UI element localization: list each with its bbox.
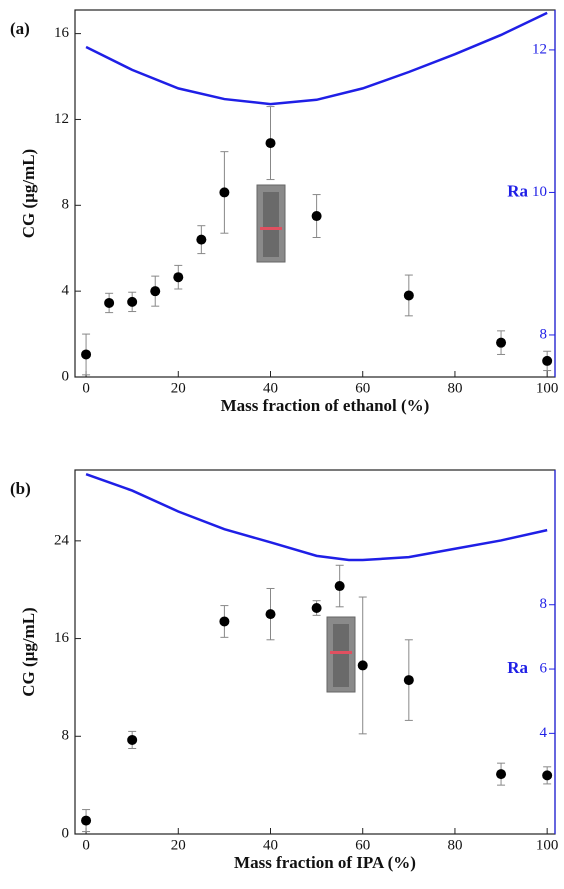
x-tick-label: 40	[263, 380, 278, 396]
data-point	[81, 815, 92, 826]
laser-beam	[260, 227, 282, 230]
data-point	[219, 187, 230, 198]
x-axis-label: Mass fraction of ethanol (%)	[221, 396, 430, 415]
y2-tick-label: 4	[540, 725, 548, 741]
data-point	[403, 675, 414, 686]
y-tick-label: 0	[62, 825, 70, 841]
data-point	[542, 770, 553, 781]
ra-curve	[85, 473, 548, 562]
panel-label: (a)	[10, 19, 30, 38]
y2-tick-label: 6	[540, 660, 548, 676]
y2-tick-label: 8	[540, 596, 548, 612]
x-tick-label: 60	[355, 837, 370, 853]
x-tick-label: 20	[171, 837, 186, 853]
data-point	[127, 296, 138, 307]
data-point	[150, 286, 161, 297]
y-tick-label: 4	[62, 283, 70, 299]
panel-label: (b)	[10, 479, 31, 498]
y-tick-label: 12	[54, 111, 69, 127]
data-point	[357, 660, 368, 671]
y-tick-label: 16	[54, 25, 70, 41]
x-axis-label: Mass fraction of IPA (%)	[234, 853, 416, 872]
data-point	[496, 337, 507, 348]
y-axis-label: CG (μg/mL)	[19, 149, 38, 238]
y2-tick-label: 8	[540, 326, 548, 342]
y-tick-label: 8	[62, 197, 70, 213]
x-tick-label: 0	[82, 380, 90, 396]
data-point	[265, 138, 276, 149]
inset-b	[326, 616, 356, 693]
data-point	[311, 603, 322, 614]
y-tick-label: 16	[54, 630, 70, 646]
y-tick-label: 0	[62, 368, 70, 384]
y2-tick-label: 12	[532, 41, 547, 57]
data-point	[219, 616, 230, 627]
y-tick-label: 24	[54, 532, 70, 548]
data-point	[265, 609, 276, 620]
laser-beam	[330, 651, 352, 654]
x-tick-label: 40	[263, 837, 278, 853]
data-point	[173, 272, 184, 283]
data-point	[496, 769, 507, 780]
data-point	[334, 581, 345, 592]
x-tick-label: 60	[355, 380, 370, 396]
data-point	[127, 734, 138, 745]
data-point	[196, 234, 207, 245]
data-point	[403, 290, 414, 301]
data-point	[311, 211, 322, 222]
ra-curve	[85, 11, 548, 106]
inset-a	[256, 184, 286, 263]
data-point	[81, 349, 92, 360]
y-tick-label: 8	[62, 728, 70, 744]
y2-axis-label: Ra	[507, 658, 528, 677]
x-tick-label: 80	[447, 837, 462, 853]
x-tick-label: 20	[171, 380, 186, 396]
x-tick-label: 100	[536, 380, 559, 396]
cuvette-inner	[263, 192, 279, 257]
data-point	[104, 297, 115, 308]
x-tick-label: 80	[447, 380, 462, 396]
x-tick-label: 100	[536, 837, 559, 853]
y2-axis-label: Ra	[507, 181, 528, 200]
cuvette-inner	[333, 624, 349, 687]
x-tick-label: 0	[82, 837, 90, 853]
y-axis-label: CG (μg/mL)	[19, 607, 38, 696]
data-point	[542, 355, 553, 366]
y2-tick-label: 10	[532, 184, 547, 200]
plot-frame	[74, 469, 556, 835]
plot-frame	[74, 9, 556, 378]
